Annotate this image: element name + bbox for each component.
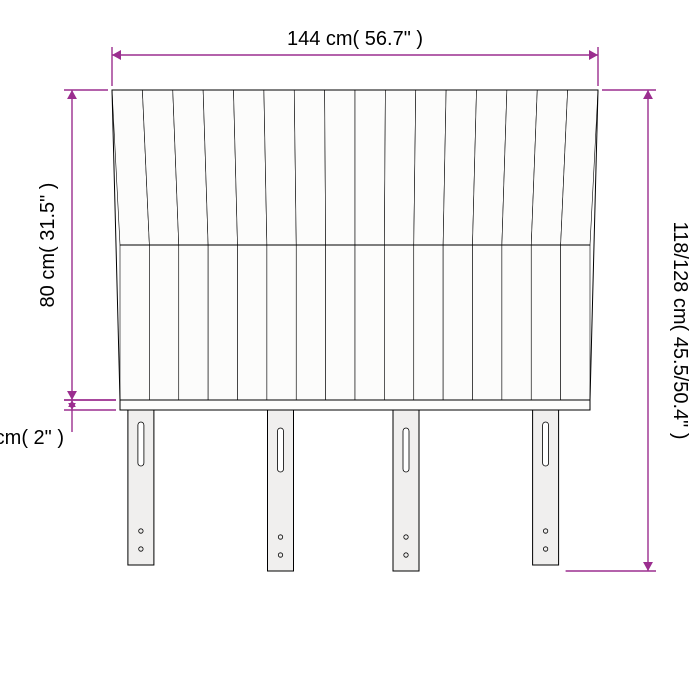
headboard-dimension-diagram: 144 cm( 56.7" ) 80 cm( 31.5" ) 5 cm( 2" ) 1…: [0, 0, 700, 700]
leg: [393, 406, 419, 571]
leg: [533, 400, 559, 565]
leg-slot: [138, 422, 144, 466]
leg-slot: [278, 428, 284, 472]
headboard-product: [112, 90, 598, 571]
dim-depth-label: 5 cm( 2" ): [0, 427, 64, 449]
leg: [128, 400, 154, 565]
headboard-panel: [112, 90, 598, 400]
depth-bar: [120, 400, 590, 410]
leg-slot: [543, 422, 549, 466]
leg-slot: [403, 428, 409, 472]
dim-panel-height-label: 80 cm( 31.5" ): [37, 183, 59, 308]
leg: [268, 406, 294, 571]
legs: [128, 400, 559, 571]
dim-width-label: 144 cm( 56.7" ): [287, 28, 423, 50]
dim-total-height-label: 118/128 cm( 45.5/50.4" ): [669, 222, 691, 440]
